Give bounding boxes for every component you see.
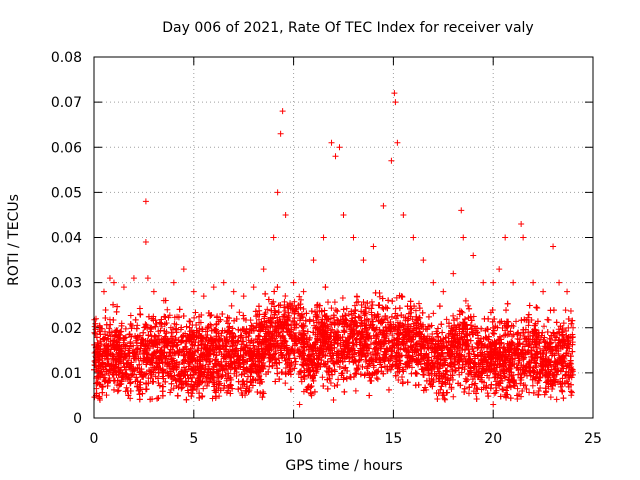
data-point bbox=[373, 374, 380, 381]
data-point bbox=[343, 305, 350, 312]
data-point bbox=[547, 394, 554, 401]
data-point bbox=[91, 323, 98, 330]
data-point bbox=[352, 387, 359, 394]
data-point bbox=[450, 393, 457, 400]
data-point bbox=[369, 301, 376, 308]
data-point bbox=[514, 385, 521, 392]
data-point bbox=[456, 371, 463, 378]
data-point bbox=[430, 310, 437, 317]
data-point bbox=[122, 325, 129, 332]
data-point bbox=[484, 326, 491, 333]
data-point bbox=[518, 393, 525, 400]
data-point bbox=[526, 332, 533, 339]
data-point bbox=[374, 376, 381, 383]
data-point bbox=[331, 382, 338, 389]
data-point bbox=[462, 297, 469, 304]
data-point bbox=[415, 300, 422, 307]
data-point bbox=[222, 371, 229, 378]
data-point bbox=[282, 307, 289, 314]
data-point bbox=[310, 317, 317, 324]
data-point bbox=[450, 312, 457, 319]
data-point bbox=[256, 372, 263, 379]
data-point bbox=[505, 376, 512, 383]
data-point bbox=[353, 299, 360, 306]
data-point bbox=[290, 329, 297, 336]
data-point bbox=[236, 309, 243, 316]
data-point bbox=[560, 320, 567, 327]
data-point bbox=[229, 325, 236, 332]
data-point bbox=[360, 298, 367, 305]
data-point bbox=[389, 332, 396, 339]
data-point bbox=[502, 331, 509, 338]
data-point bbox=[282, 380, 289, 387]
data-point bbox=[454, 315, 461, 322]
data-point bbox=[191, 314, 198, 321]
data-point bbox=[544, 316, 551, 323]
data-point bbox=[123, 384, 130, 391]
data-point bbox=[568, 389, 575, 396]
data-point bbox=[331, 299, 338, 306]
data-point bbox=[465, 390, 472, 397]
data-point bbox=[534, 304, 541, 311]
data-point bbox=[491, 390, 498, 397]
data-point bbox=[441, 395, 448, 402]
data-point bbox=[335, 376, 342, 383]
data-point bbox=[282, 293, 289, 300]
data-point bbox=[536, 345, 543, 352]
data-points bbox=[91, 90, 577, 408]
data-point bbox=[412, 307, 419, 314]
data-point bbox=[437, 386, 444, 393]
data-point bbox=[367, 341, 374, 348]
data-point bbox=[327, 380, 334, 387]
data-point bbox=[147, 375, 154, 382]
data-point bbox=[127, 312, 134, 319]
data-point bbox=[503, 387, 510, 394]
data-point bbox=[264, 306, 271, 313]
data-point bbox=[296, 293, 303, 300]
data-point bbox=[228, 302, 235, 309]
data-point bbox=[567, 308, 574, 315]
data-point bbox=[484, 390, 491, 397]
data-point bbox=[173, 321, 180, 328]
data-point bbox=[499, 385, 506, 392]
data-point bbox=[106, 325, 113, 332]
data-point bbox=[158, 323, 165, 330]
data-point bbox=[167, 389, 174, 396]
data-point bbox=[351, 302, 358, 309]
data-point bbox=[465, 302, 472, 309]
data-point bbox=[541, 323, 548, 330]
data-point bbox=[355, 298, 362, 305]
data-point bbox=[399, 374, 406, 381]
